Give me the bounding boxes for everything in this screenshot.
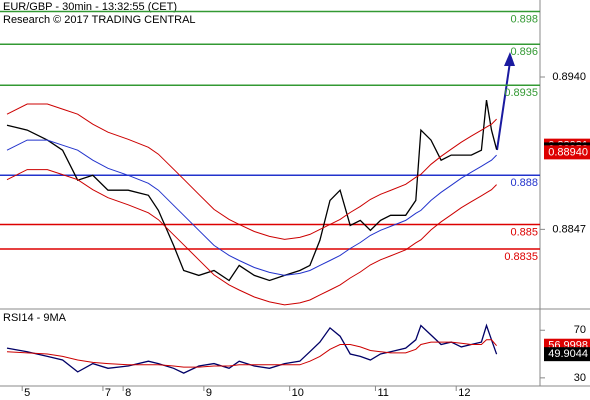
series-line (6, 103, 497, 240)
level-label: 0.898 (510, 13, 538, 25)
level-label: 0.8835 (504, 251, 538, 263)
series-line (6, 323, 498, 374)
x-tick-label: 8 (125, 387, 131, 399)
level-label: 0.8935 (504, 87, 538, 99)
projection-arrowhead (504, 52, 515, 66)
series-line (6, 339, 497, 368)
y-tick-label: 0.8847 (552, 223, 586, 235)
level-label: 0.885 (510, 226, 538, 238)
series-line (6, 169, 497, 306)
x-tick-label: 11 (377, 387, 388, 399)
x-tick-label: 12 (458, 387, 470, 399)
y-tick-label: 0.8940 (552, 71, 586, 83)
x-tick-label: 9 (206, 387, 212, 399)
level-label: 0.896 (510, 46, 538, 58)
series-line (6, 99, 498, 282)
price-marker (544, 347, 590, 362)
level-label: 0.888 (510, 177, 538, 189)
x-tick-label: 5 (24, 387, 30, 399)
rsi-tick-label: 30 (574, 372, 586, 384)
chart-subtitle: Research © 2017 TRADING CENTRAL (3, 14, 196, 26)
price-marker (544, 145, 590, 160)
price-marker-label: 49.9044 (548, 348, 588, 360)
projection-arrow (496, 61, 511, 151)
rsi-tick-label: 70 (574, 324, 586, 336)
x-tick-label: 7 (105, 387, 111, 399)
price-marker-label: 0.88940 (548, 146, 588, 158)
x-tick-label: 10 (292, 387, 304, 399)
chart-title: EUR/GBP - 30min - 13:32:55 (CET) (3, 1, 177, 13)
rsi-title: RSI14 - 9MA (3, 312, 67, 324)
series-line (6, 139, 497, 276)
